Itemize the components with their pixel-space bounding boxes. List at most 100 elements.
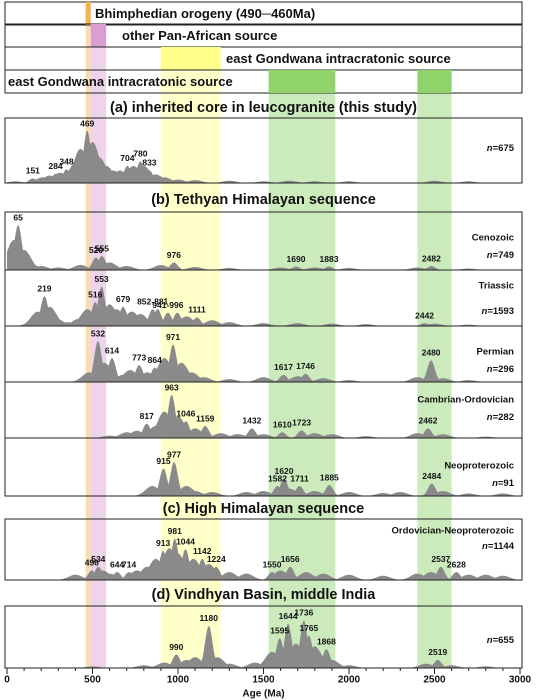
- density-peak: [86, 341, 110, 382]
- density-peak: [271, 432, 294, 438]
- density-peak: [272, 478, 296, 496]
- peak-label: 1868: [317, 636, 336, 646]
- density-peak: [7, 225, 30, 270]
- sample-size: n=282: [487, 412, 514, 423]
- sample-label: Triassic: [479, 281, 514, 292]
- x-tick-label: 3000: [509, 675, 532, 686]
- sample-label: Cenozoic: [472, 233, 514, 244]
- density-peak: [127, 365, 151, 382]
- density-peak: [272, 374, 295, 382]
- density-peak: [75, 130, 99, 183]
- density-peak: [445, 572, 468, 580]
- density-bump: [448, 493, 490, 496]
- density-bump: [302, 573, 344, 580]
- peak-label: 1736: [294, 608, 313, 618]
- peak-label: 1582: [268, 473, 287, 483]
- peak-label: 534: [91, 554, 105, 564]
- peak-label: 516: [88, 289, 102, 299]
- sample-size-value: =1144: [488, 541, 515, 552]
- age-band: [85, 25, 91, 668]
- x-tick-label: 2500: [423, 675, 446, 686]
- density-peak: [21, 178, 45, 183]
- peak-label: 469: [80, 118, 94, 128]
- density-bump: [243, 323, 284, 326]
- peak-label: 65: [13, 212, 23, 222]
- density-bump: [414, 180, 455, 183]
- panel-frame: [4, 117, 523, 184]
- peak-label: 1610: [273, 419, 292, 429]
- peak-label: 977: [167, 449, 181, 459]
- peak-label: 151: [26, 166, 40, 176]
- sample-size: n=91: [492, 478, 515, 489]
- density-peak: [165, 654, 188, 668]
- density-peak: [297, 635, 321, 668]
- density-peak: [413, 323, 436, 326]
- legend-row: [4, 1, 523, 26]
- density-peak: [240, 428, 264, 438]
- density-peak: [420, 483, 444, 496]
- peak-label: 1644: [279, 611, 298, 621]
- legend-swatch: [160, 47, 221, 70]
- panel-title: (a) inherited core in leucogranite (this…: [110, 100, 417, 116]
- density-peak: [294, 373, 317, 382]
- density-peak: [162, 262, 186, 270]
- peak-label: 780: [133, 149, 147, 159]
- density-bump: [106, 266, 148, 270]
- x-tick-label: 500: [84, 675, 101, 686]
- peak-label: 496: [85, 558, 99, 568]
- density-peak: [419, 360, 443, 382]
- peak-label: 219: [37, 283, 51, 293]
- peak-label: 1765: [299, 623, 318, 633]
- peak-label: 1432: [242, 416, 261, 426]
- density-bump: [482, 575, 520, 580]
- sample-label: Neoproterozoic: [444, 461, 514, 472]
- peak-label: 852-881: [137, 296, 168, 306]
- peak-label: 284: [48, 161, 62, 171]
- peak-label: 864: [148, 355, 162, 365]
- density-peak: [276, 623, 300, 668]
- legend-label: Bhimphedian orogeny (490─460Ma): [95, 6, 315, 21]
- peak-label: 1885: [320, 472, 339, 482]
- peak-label: 1711: [290, 473, 309, 483]
- peak-label: 1656: [281, 554, 300, 564]
- density-bump: [243, 377, 284, 382]
- peak-label: 1723: [292, 418, 311, 428]
- sample-size-symbol: n: [487, 412, 493, 423]
- sample-size-symbol: n: [487, 143, 493, 154]
- legend-swatch: [268, 70, 336, 93]
- density-peak: [100, 358, 124, 382]
- density-bump: [328, 574, 370, 580]
- peak-label: 833: [142, 158, 156, 168]
- peak-label: 971: [166, 332, 180, 342]
- peak-label: 963: [165, 382, 179, 392]
- peak-label: 981: [168, 526, 182, 536]
- peak-label: 679: [116, 294, 130, 304]
- peak-label: 555: [95, 243, 109, 253]
- density-peak: [87, 566, 110, 580]
- panel-title: (d) Vindhyan Basin, middle India: [152, 587, 377, 603]
- density-peak: [161, 344, 185, 382]
- peak-label: 817: [140, 411, 154, 421]
- sample-size-symbol: n: [487, 250, 493, 261]
- density-peak: [278, 566, 302, 580]
- density-peak: [193, 426, 217, 438]
- density-bump: [208, 180, 250, 183]
- peak-label: 1746: [296, 361, 315, 371]
- sample-size-value: =749: [493, 250, 514, 261]
- density-bump: [379, 492, 421, 496]
- legend-swatch: [90, 24, 107, 47]
- peak-label: 1142: [193, 546, 212, 556]
- density-peak: [116, 166, 139, 183]
- peak-label: 976: [167, 250, 181, 260]
- panel-frame: [4, 518, 523, 581]
- density-peak: [260, 572, 284, 580]
- density-peak: [117, 572, 141, 580]
- density-peak: [185, 317, 209, 326]
- peak-label: 2519: [428, 647, 447, 657]
- sample-size-value: =655: [493, 635, 515, 646]
- density-peak: [90, 256, 114, 270]
- density-peak: [317, 266, 341, 270]
- density-peak: [162, 462, 186, 496]
- sample-size-symbol: n: [487, 635, 493, 646]
